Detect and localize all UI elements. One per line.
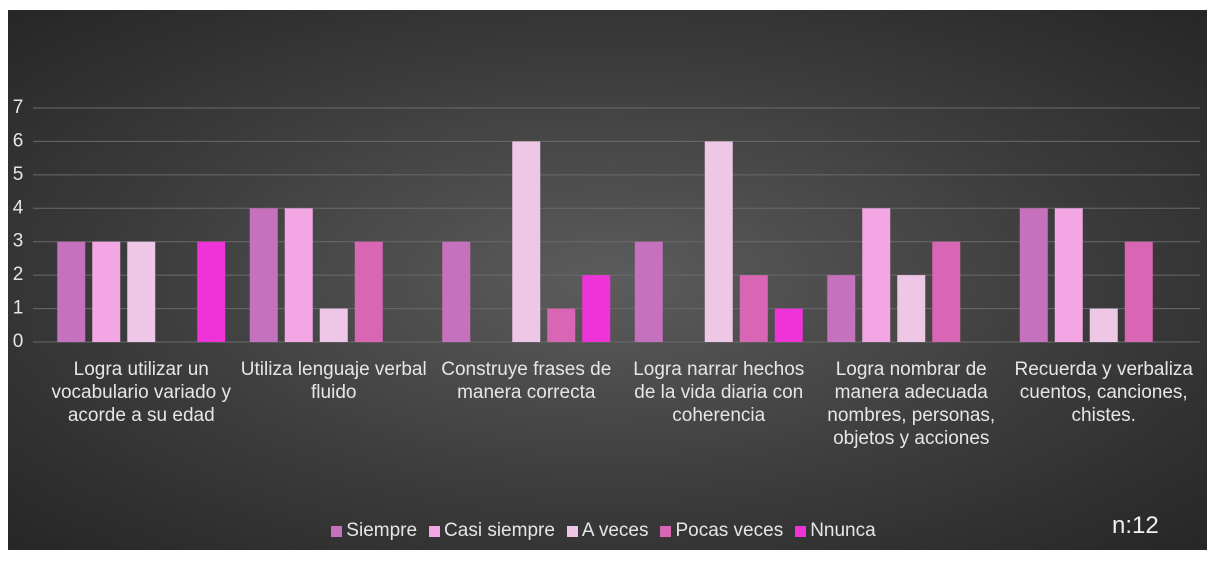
bar: [582, 275, 611, 342]
x-tick-label: Logra narrar hechos de la vida diaria co…: [633, 359, 805, 426]
bar: [354, 241, 383, 342]
legend-label: Casi siempre: [444, 520, 555, 541]
x-tick-label: Construye frases de manera correcta: [441, 359, 612, 403]
bar: [249, 208, 278, 342]
y-tick-label: 4: [13, 197, 24, 218]
bar: [197, 241, 226, 342]
x-tick-label: Utiliza lenguaje verbal fluido: [240, 359, 427, 403]
legend-swatch: [331, 525, 343, 537]
bar: [704, 141, 733, 342]
legend-item: Pocas veces: [660, 520, 783, 542]
bar: [1019, 208, 1048, 342]
y-tick-label: 6: [13, 130, 24, 151]
legend-label: Pocas veces: [675, 520, 784, 541]
legend-swatch: [660, 525, 672, 537]
y-tick-label: 0: [13, 331, 24, 352]
legend-item: Siempre: [331, 520, 417, 542]
x-tick-label: Logra utilizar un vocabulario variado y …: [51, 359, 232, 426]
bar: [319, 308, 348, 342]
bar: [127, 241, 156, 342]
annotation: n:12: [1112, 512, 1159, 539]
bar: [897, 275, 926, 342]
bar: [1124, 241, 1153, 342]
y-tick-label: 3: [13, 231, 24, 252]
legend-label: Siempre: [346, 520, 418, 541]
bar: [739, 275, 768, 342]
bar: [284, 208, 313, 342]
bar: [92, 241, 121, 342]
bar: [57, 241, 86, 342]
legend: Siempre Casi siempre A veces Pocas veces Nnu…: [0, 520, 1207, 542]
legend-swatch: [429, 525, 441, 537]
legend-item: Casi siempre: [429, 520, 555, 542]
bar: [932, 241, 961, 342]
y-tick-label: 5: [13, 164, 24, 185]
x-tick-label: Logra nombrar de manera adecuada nombres…: [827, 359, 996, 449]
y-tick-label: 1: [13, 298, 24, 319]
bar: [862, 208, 891, 342]
bar: [1089, 308, 1118, 342]
legend-item: A veces: [566, 520, 649, 542]
bar: [512, 141, 541, 342]
bar: [634, 241, 663, 342]
legend-swatch: [795, 525, 807, 537]
y-tick-label: 7: [13, 97, 24, 118]
x-tick-label: Recuerda y verbaliza cuentos, canciones,…: [1014, 359, 1193, 426]
bar: [827, 275, 856, 342]
y-tick-label: 2: [13, 264, 24, 285]
bar: [442, 241, 471, 342]
legend-item: Nnunca: [795, 520, 876, 542]
bar: [547, 308, 576, 342]
legend-label: Nnunca: [810, 520, 876, 541]
bar: [774, 308, 803, 342]
bar: [1054, 208, 1083, 342]
legend-label: A veces: [581, 520, 649, 541]
legend-swatch: [566, 525, 578, 537]
